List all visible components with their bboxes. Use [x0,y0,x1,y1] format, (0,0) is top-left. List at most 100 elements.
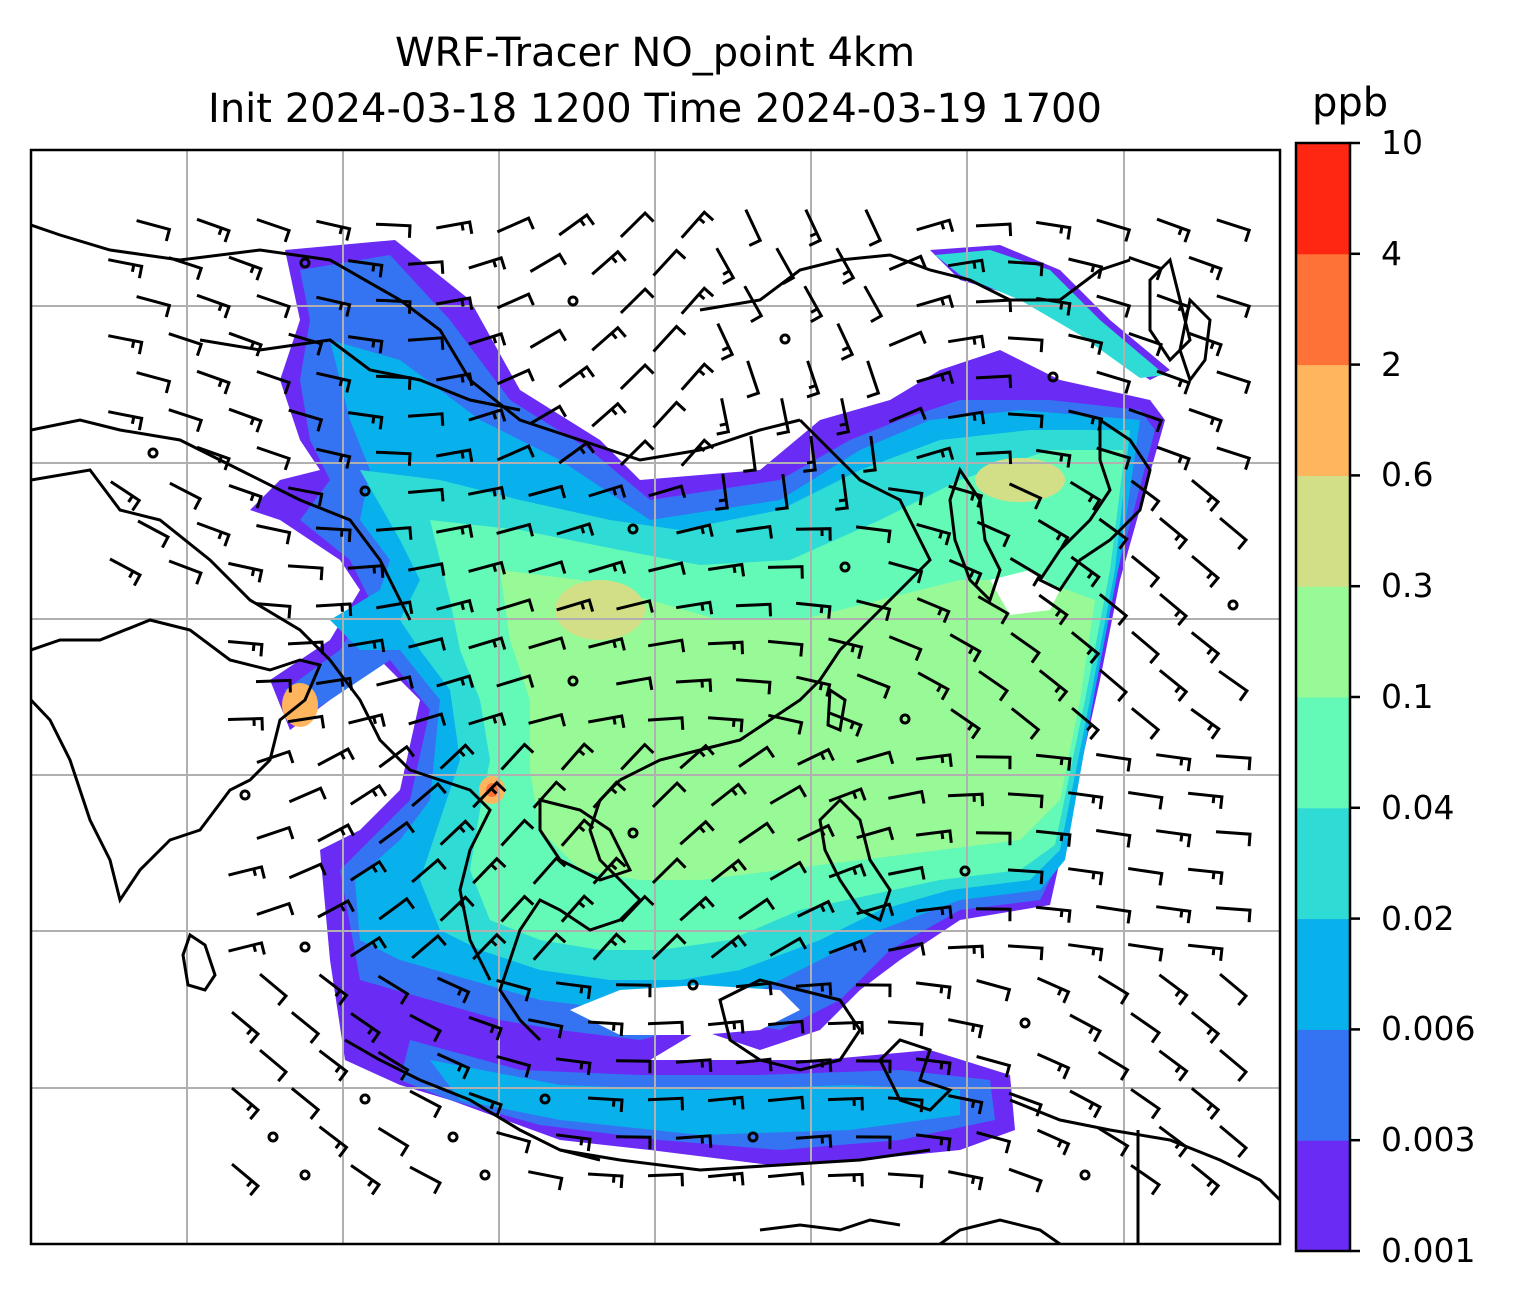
wind-barb [318,973,349,1006]
colorbar-bin [1296,475,1350,587]
wind-barb [1216,446,1252,471]
wind-barb [1038,669,1069,702]
wind-barb [827,1172,864,1187]
wind-barb-calm [299,1169,311,1181]
wind-barb [377,1050,410,1081]
wind-barb [675,600,714,615]
colorbar-tick-label: 0.04 [1381,787,1455,827]
wind-barb [377,1126,410,1157]
wind-barb [828,711,863,737]
field-level-3-ne [935,250,1165,378]
wind-barb [1069,1089,1103,1119]
wind-barb [1071,706,1101,741]
wind-barb [977,595,1010,625]
wind-barb [715,473,729,511]
wind-barb [804,208,823,247]
china-east-coast [619,418,932,782]
wind-barb [916,370,955,385]
wind-barb [407,336,445,350]
colorbar-bin [1296,807,1350,920]
wind-barb [915,981,952,1000]
wind-barb-calm [1047,371,1059,383]
wind-barb [855,983,892,998]
wind-barb [1010,631,1041,664]
wind-barb [408,712,447,727]
wind-barb [803,285,824,324]
wind-barb [1127,791,1164,810]
wind-barb [349,935,388,958]
wind-barb [619,286,655,314]
wind-barb [168,256,204,281]
wind-barb [806,360,821,399]
wind-barb [735,678,772,695]
wind-barb [1215,754,1252,771]
wind-barb [532,780,567,809]
wind-barb [591,401,627,428]
wind-barb [738,897,776,920]
wind-barb [1095,905,1132,924]
wind-barb [468,408,507,422]
wind-barb [828,939,867,955]
wind-barb-calm [959,865,971,877]
wind-barb [1067,791,1104,810]
wind-barb [496,598,535,612]
wind-barb [1130,1164,1162,1196]
wind-barb [856,826,895,841]
wind-barb [1158,1125,1189,1158]
wind-barb [1097,974,1130,1005]
wind-barb [496,978,532,1002]
wind-barb [1216,370,1252,395]
china-north-border [31,223,801,462]
wind-barb [619,210,655,238]
wind-barb [975,755,1012,770]
wind-barb [256,524,292,545]
wind-barb [1191,554,1221,589]
wind-barb [290,1087,321,1120]
japan-coast [1037,417,1152,592]
wind-barb [1158,1049,1189,1082]
wind-barb [855,1059,892,1074]
wind-barb [1187,867,1224,885]
wind-barb [378,820,416,845]
wind-barb [1007,260,1044,277]
wind-barb [108,334,144,355]
wind-barb [835,473,849,511]
wind-barb [496,216,535,234]
wind-barb [1159,592,1189,627]
wind-barb-calm [267,1131,279,1143]
wind-barb [948,1018,984,1039]
colorbar-bin [1296,364,1350,476]
wind-barb [255,678,292,693]
wind-barb-calm [299,257,311,269]
wind-barb [558,440,596,465]
wind-barb [196,293,231,319]
wind-barb [767,565,804,579]
wind-barb [228,255,263,281]
wind-barb [679,895,715,922]
wind-barb-calm [567,675,579,687]
wind-barb [375,450,412,466]
wind-barb [828,863,867,879]
wind-barb [864,208,883,247]
wind-barb [496,444,535,462]
wind-barb [866,360,881,399]
wind-barb [1096,446,1132,470]
wind-barb [472,856,507,885]
wind-barb [796,675,832,697]
wind-barb [408,562,446,576]
wind-barb [795,1134,833,1148]
wind-barb [915,829,953,843]
wind-barb [975,222,1013,237]
wind-barb [588,636,626,651]
wind-barb [616,676,654,691]
wind-barb [168,332,204,357]
wind-barb [375,374,412,390]
wind-barb [888,406,927,423]
wind-barb [407,487,445,502]
wind-barb [1096,294,1132,318]
wind-barb [290,1011,321,1044]
wind-barb [228,331,263,357]
wind-barb [1155,905,1192,924]
wind-barb [651,932,687,960]
wind-barb [288,332,324,356]
